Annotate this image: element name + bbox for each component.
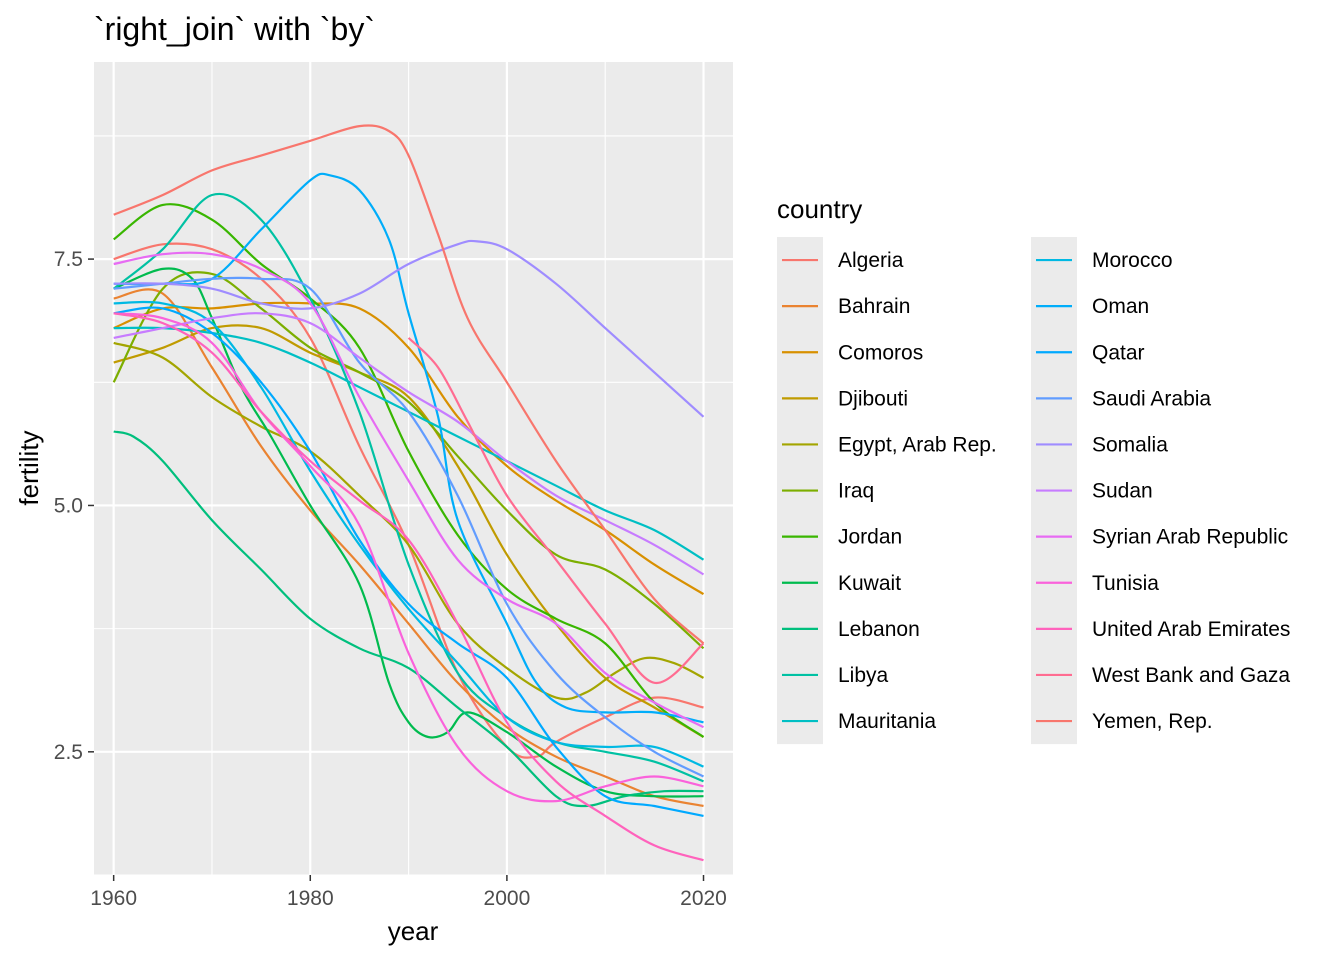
series-line-saudi-arabia (113, 276, 705, 778)
x-tick-label: 2000 (484, 887, 531, 910)
legend-label-syrian-arab-republic: Syrian Arab Republic (1092, 526, 1288, 549)
legend-label-saudi-arabia: Saudi Arabia (1092, 387, 1211, 410)
series-line-tunisia (113, 312, 704, 803)
legend-label-morocco: Morocco (1092, 249, 1173, 272)
legend-label-egypt-arab-rep: Egypt, Arab Rep. (838, 433, 997, 456)
legend-label-somalia: Somalia (1092, 433, 1168, 456)
legend-label-oman: Oman (1092, 295, 1149, 318)
series-line-libya (113, 192, 704, 783)
legend-label-bahrain: Bahrain (838, 295, 910, 318)
series-line-lebanon (113, 430, 704, 808)
series-line-djibouti (113, 324, 705, 738)
series-line-sudan (113, 312, 705, 576)
legend-label-sudan: Sudan (1092, 480, 1153, 503)
y-tick-label: 5.0 (54, 494, 83, 517)
plot-panel (94, 62, 733, 875)
legend-label-kuwait: Kuwait (838, 572, 901, 595)
y-tick-label: 2.5 (54, 741, 83, 764)
x-axis: 1960 1980 2000 2020 (90, 875, 727, 910)
legend-label-jordan: Jordan (838, 526, 902, 549)
series-line-oman (113, 172, 704, 724)
legend-label-west-bank-and-gaza: West Bank and Gaza (1092, 664, 1290, 687)
legend-title: country (777, 194, 862, 224)
series-line-jordan (113, 203, 705, 738)
legend-label-iraq: Iraq (838, 480, 874, 503)
legend-label-united-arab-emirates: United Arab Emirates (1092, 618, 1290, 641)
y-tick-label: 7.5 (54, 248, 83, 271)
legend-label-djibouti: Djibouti (838, 387, 908, 410)
legend-label-mauritania: Mauritania (838, 710, 936, 733)
series-line-qatar (113, 306, 704, 817)
legend: Algeria Bahrain Comoros Djibouti Egypt, Arab… (777, 237, 1290, 745)
legend-label-algeria: Algeria (838, 249, 904, 272)
series-line-syrian-arab-republic (113, 251, 704, 729)
series-line-west-bank-and-gaza (407, 337, 705, 684)
legend-label-tunisia: Tunisia (1092, 572, 1159, 595)
series-line-united-arab-emirates (113, 312, 704, 862)
series-line-yemen-rep (113, 124, 705, 645)
x-tick-label: 1960 (90, 887, 137, 910)
legend-label-comoros: Comoros (838, 341, 923, 364)
x-tick-label: 1980 (287, 887, 334, 910)
series-line-iraq (112, 271, 705, 650)
series-line-bahrain (113, 288, 704, 808)
series-line-morocco (113, 300, 704, 768)
major-gridlines (94, 62, 733, 875)
legend-label-qatar: Qatar (1092, 341, 1145, 364)
legend-label-yemen-rep: Yemen, Rep. (1092, 710, 1213, 733)
x-axis-title: year (388, 916, 439, 946)
x-tick-label: 2020 (680, 887, 727, 910)
y-axis-title: fertility (14, 430, 44, 505)
legend-label-libya: Libya (838, 664, 889, 687)
series-line-somalia (113, 239, 705, 418)
y-axis: 2.5 5.0 7.5 (54, 248, 94, 764)
legend-label-lebanon: Lebanon (838, 618, 920, 641)
chart-title: `right_join` with `by` (94, 11, 375, 47)
series-lines (112, 124, 705, 862)
